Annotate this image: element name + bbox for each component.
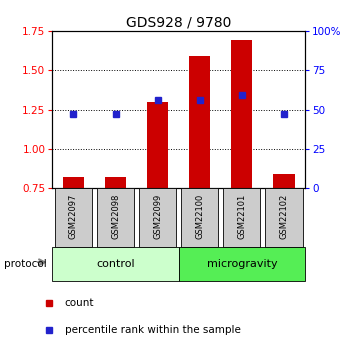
- Text: GSM22098: GSM22098: [111, 194, 120, 239]
- Text: control: control: [96, 259, 135, 269]
- Bar: [274, 174, 295, 188]
- Text: GSM22097: GSM22097: [69, 194, 78, 239]
- Bar: [52, 247, 179, 281]
- Bar: [231, 40, 252, 188]
- Text: percentile rank within the sample: percentile rank within the sample: [65, 325, 240, 335]
- Text: microgravity: microgravity: [206, 259, 277, 269]
- Text: protocol: protocol: [4, 259, 46, 269]
- Title: GDS928 / 9780: GDS928 / 9780: [126, 16, 231, 30]
- Text: GSM22102: GSM22102: [279, 194, 288, 239]
- Bar: [97, 188, 134, 247]
- Bar: [55, 188, 92, 247]
- Text: GSM22099: GSM22099: [153, 194, 162, 239]
- Bar: [223, 188, 260, 247]
- Bar: [63, 177, 84, 188]
- Bar: [139, 188, 176, 247]
- Text: count: count: [65, 298, 94, 308]
- Bar: [265, 188, 303, 247]
- Text: GSM22101: GSM22101: [238, 194, 246, 239]
- Bar: [105, 177, 126, 188]
- Bar: [147, 102, 168, 188]
- Bar: [181, 188, 218, 247]
- Bar: [189, 56, 210, 188]
- Bar: [179, 247, 305, 281]
- Text: GSM22100: GSM22100: [195, 194, 204, 239]
